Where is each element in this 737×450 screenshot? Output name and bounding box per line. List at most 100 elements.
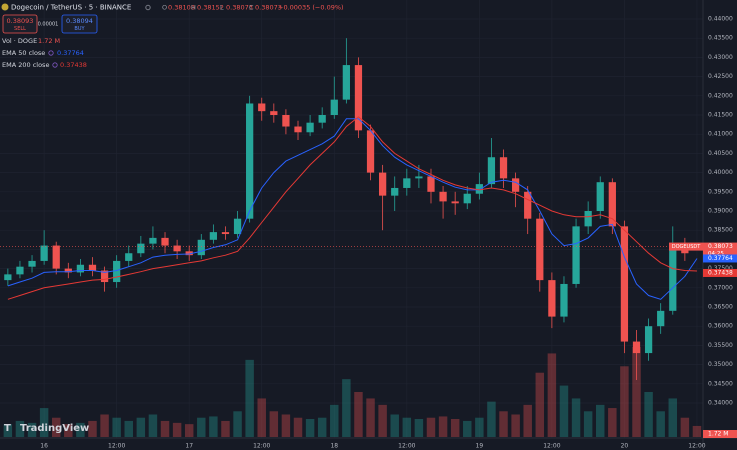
logo: 𝗧 TradingView	[4, 423, 89, 434]
candle-body	[644, 326, 653, 354]
y-tick-label: 0.41000	[708, 131, 733, 138]
candle-body	[125, 253, 133, 261]
candle-body	[221, 232, 230, 235]
candle-body	[16, 266, 24, 275]
volume-bar	[680, 417, 690, 437]
candle-body	[113, 260, 121, 283]
volume-bar	[172, 422, 182, 437]
status-icon	[145, 4, 151, 11]
volume-bar	[463, 420, 472, 437]
volume-bar	[450, 419, 460, 437]
volume-bar	[257, 398, 266, 437]
buy-price: 0.38094	[66, 17, 93, 25]
volume-bar	[148, 414, 158, 437]
volume-bar	[354, 392, 363, 437]
candle-body	[40, 245, 48, 261]
y-tick-label: 0.42000	[708, 92, 733, 99]
candle-body	[560, 283, 568, 317]
ema-value: 0.37764	[57, 49, 84, 57]
sell-button[interactable]	[2, 14, 38, 34]
x-tick-label: 19	[476, 443, 484, 450]
ema-icon	[52, 62, 58, 68]
candle-body	[415, 176, 423, 179]
ticker-box	[669, 242, 703, 251]
y-tick-label: 0.36000	[708, 323, 733, 330]
volume-bar	[221, 420, 230, 437]
x-tick-label: 20	[621, 443, 629, 450]
logo-text: TradingView	[20, 423, 89, 434]
volume-bar	[233, 411, 242, 437]
volume-bar	[281, 414, 291, 437]
volume-bar	[317, 417, 327, 437]
candle-body	[620, 226, 629, 342]
symbol: Dogecoin / TetherUS · 5 · BINANCE	[11, 4, 131, 12]
candle-body	[669, 245, 677, 311]
candle-body	[4, 274, 12, 281]
volume-bar	[596, 404, 605, 437]
volume	[3, 347, 702, 437]
candle-body	[632, 341, 641, 354]
ohlc-value: 0.38108	[168, 4, 195, 12]
y-tick-label: 0.35000	[708, 361, 733, 368]
coin-icon	[1, 3, 9, 11]
candle-body	[100, 270, 109, 283]
volume-bar	[136, 417, 146, 437]
volume-bar	[511, 414, 520, 437]
candle-body	[427, 176, 435, 192]
candle-body	[149, 237, 157, 244]
volume-bar	[39, 408, 49, 437]
candle-body	[88, 264, 97, 271]
volume-axis-label: 1.72 M	[708, 431, 728, 438]
candle-body	[52, 245, 60, 269]
x-tick-label: 12:00	[398, 443, 415, 450]
candle-body	[366, 130, 375, 173]
volume-bar	[160, 420, 170, 437]
volume-bar	[15, 420, 25, 437]
volume-bar	[523, 404, 532, 437]
candle-body	[64, 268, 72, 273]
logo-mark: 𝗧	[4, 423, 11, 434]
volume-bar	[475, 417, 484, 437]
candle-body	[330, 99, 338, 115]
candle-body	[258, 103, 266, 112]
volume-bar	[64, 424, 73, 437]
candle-body	[487, 157, 496, 185]
candle-body	[548, 280, 556, 317]
volume-bar	[632, 347, 641, 437]
candle-body	[173, 245, 181, 252]
ema-box	[703, 268, 737, 277]
buy-button[interactable]	[61, 14, 98, 34]
candle-body	[185, 251, 193, 256]
ohlc-value: 0.38073	[226, 4, 253, 12]
volume-bar	[197, 417, 206, 437]
candle-body	[596, 182, 604, 211]
volume-legend: Vol · DOGE	[2, 37, 37, 45]
candle-body	[137, 243, 145, 254]
candle-body	[197, 239, 205, 256]
candle-body	[499, 157, 508, 179]
candle-body	[270, 111, 278, 115]
candle-body	[379, 172, 387, 196]
volume-bar	[656, 411, 665, 437]
candle-body	[282, 115, 290, 127]
y-tick-label: 0.38500	[708, 227, 733, 234]
ema-icon	[48, 50, 54, 56]
candle-body	[209, 232, 218, 240]
candle-body	[536, 218, 544, 281]
y-tick-label: 0.41500	[708, 112, 733, 119]
candle-body	[608, 182, 616, 227]
candle-body	[403, 178, 411, 188]
volume-value: 1.72 M	[38, 37, 60, 45]
candle-body	[342, 65, 350, 100]
volume-bar	[644, 392, 653, 437]
volume-bar	[378, 404, 387, 437]
ema-axis-label: 0.37764	[708, 255, 733, 262]
ticker-label: DOGEUSDT	[672, 244, 702, 250]
volume-box	[703, 430, 737, 438]
volume-bar	[499, 411, 508, 437]
candle-body	[511, 178, 520, 192]
volume-bar	[438, 416, 448, 437]
ema-line	[7, 116, 698, 300]
volume-bar	[414, 419, 424, 437]
